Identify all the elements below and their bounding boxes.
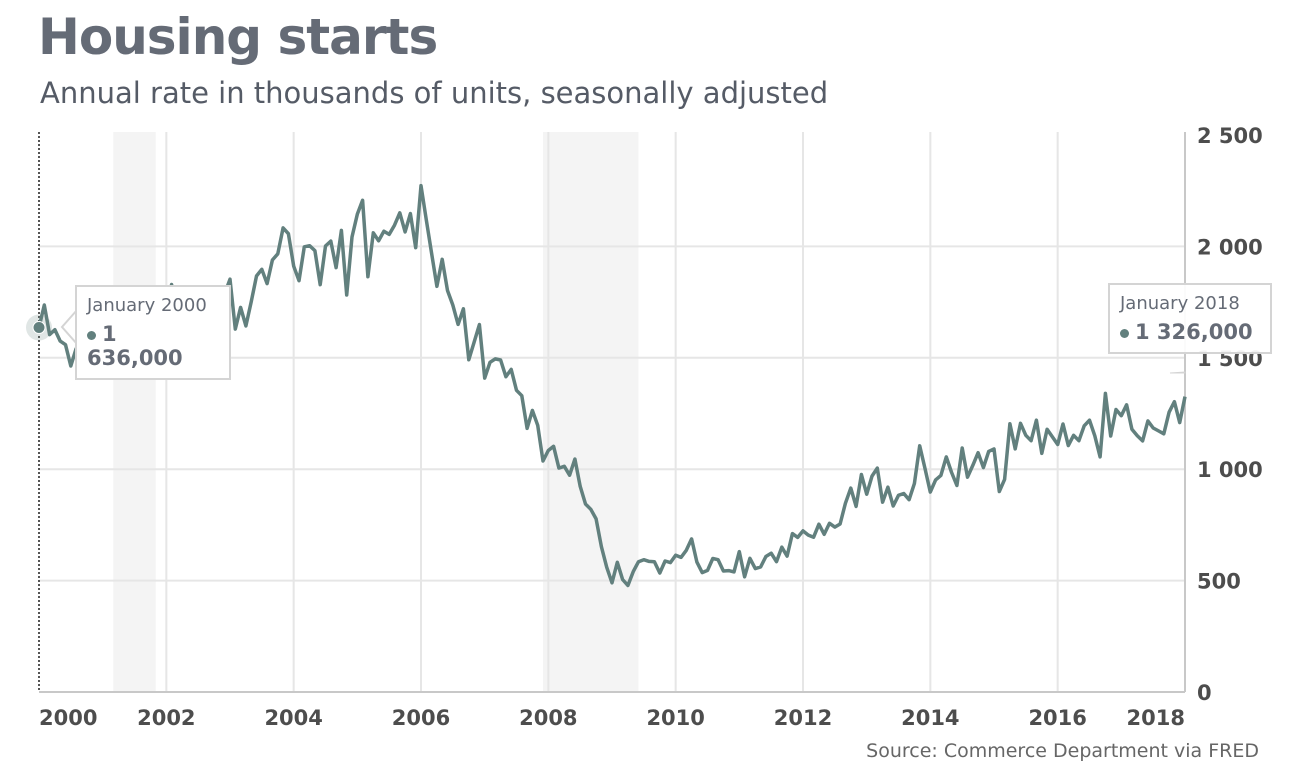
y-tick-label: 1 000 (1197, 458, 1263, 482)
tooltip-value: 1 326,000 (1135, 320, 1253, 344)
y-tick-label: 0 (1197, 681, 1212, 705)
y-tick-label: 2 500 (1197, 124, 1263, 148)
x-tick-label: 2010 (646, 706, 704, 730)
series-dot-icon (87, 330, 96, 340)
data-point-marker (32, 320, 46, 334)
tooltip-pointer (1169, 371, 1186, 374)
tooltip-pointer (60, 309, 78, 345)
recession-band (113, 132, 156, 692)
y-tick-label: 500 (1197, 570, 1241, 594)
x-tick-label: 2008 (519, 706, 577, 730)
x-tick-label: 2012 (774, 706, 832, 730)
x-tick-label: 2006 (392, 706, 450, 730)
chart-subtitle: Annual rate in thousands of units, seaso… (40, 76, 829, 110)
source-note: Source: Commerce Department via FRED (866, 740, 1259, 762)
tooltip-value: 1 636,000 (87, 322, 183, 370)
y-tick-label: 2 000 (1197, 235, 1263, 259)
x-tick-label: 2004 (264, 706, 322, 730)
tooltip-end: January 2018 1 326,000 (1108, 283, 1272, 354)
x-tick-label: 2014 (901, 706, 959, 730)
tooltip-start: January 2000 1 636,000 (75, 285, 231, 380)
series-dot-icon (1120, 328, 1129, 338)
recession-band (543, 132, 639, 692)
chart-title: Housing starts (38, 8, 438, 66)
series-line (37, 183, 1187, 588)
tooltip-date: January 2018 (1120, 293, 1240, 314)
x-tick-label: 2016 (1028, 706, 1086, 730)
tooltip-date: January 2000 (87, 295, 207, 316)
x-tick-label: 2018 (1127, 706, 1185, 730)
x-tick-label: 2002 (137, 706, 195, 730)
x-tick-label: 2000 (39, 706, 97, 730)
